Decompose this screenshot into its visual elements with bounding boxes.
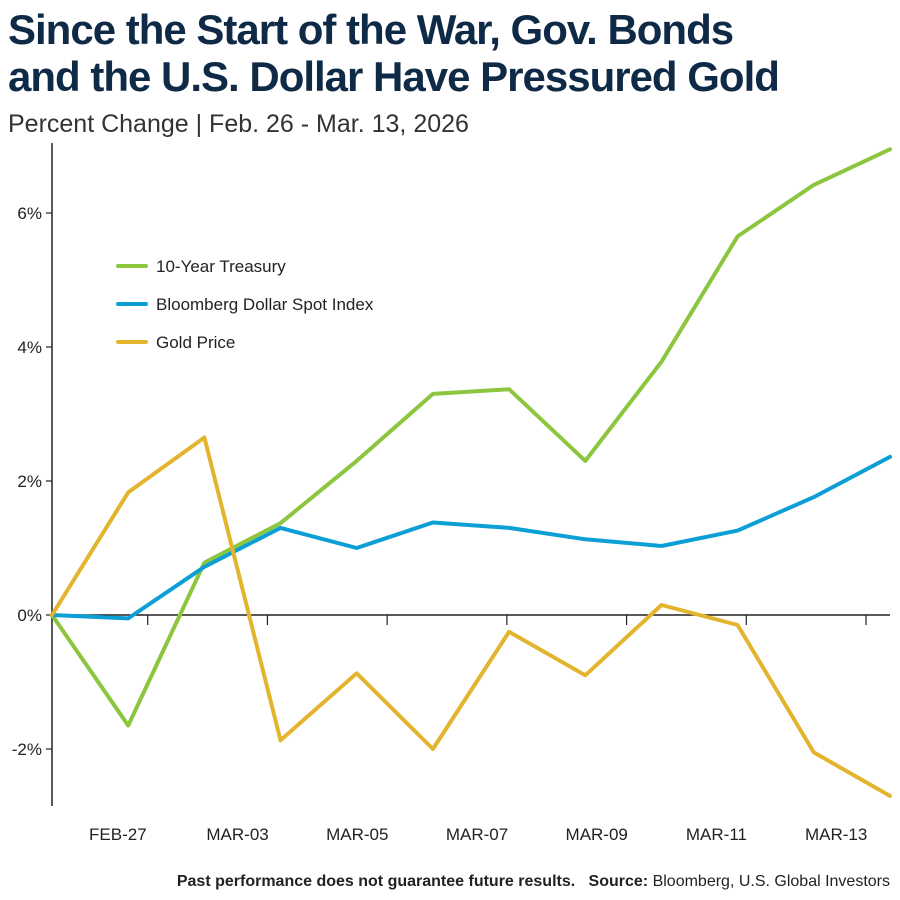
y-tick-label: 4% xyxy=(17,338,42,357)
chart-legend: 10-Year Treasury Bloomberg Dollar Spot In… xyxy=(116,257,374,352)
y-tick-label: -2% xyxy=(12,740,42,759)
x-tick-label: MAR-13 xyxy=(805,825,867,844)
chart-title: Since the Start of the War, Gov. Bonds a… xyxy=(8,6,898,100)
series-line-gold-price xyxy=(50,435,892,798)
y-tick-label: 2% xyxy=(17,472,42,491)
chart-subtitle: Percent Change | Feb. 26 - Mar. 13, 2026 xyxy=(8,110,469,138)
chart-title-line-1: Since the Start of the War, Gov. Bonds xyxy=(8,6,734,53)
legend-label: Bloomberg Dollar Spot Index xyxy=(156,295,374,314)
x-tick-label: MAR-03 xyxy=(206,825,268,844)
series-line-10-year-treasury xyxy=(50,147,892,728)
legend-label: 10-Year Treasury xyxy=(156,257,286,276)
x-tick-label: MAR-11 xyxy=(686,825,747,844)
chart-series xyxy=(50,147,892,798)
x-tick-label: FEB-27 xyxy=(89,825,147,844)
x-tick-label: MAR-05 xyxy=(326,825,388,844)
chart-axes: -2% 0% 2% 4% 6% FEB-27 MAR-03 MAR-05 MAR-07 MAR-0… xyxy=(12,143,890,844)
disclaimer-text: Past performance does not guarantee futu… xyxy=(176,873,576,890)
source-label: Source: xyxy=(588,873,649,890)
source-text: Bloomberg, U.S. Global Investors xyxy=(652,873,890,890)
y-tick-label: 0% xyxy=(17,606,42,625)
legend-label: Gold Price xyxy=(156,333,235,352)
series-line-bloomberg-dollar-spot-index xyxy=(50,454,892,621)
chart-footer: Past performance does not guarantee futu… xyxy=(177,873,890,891)
chart-title-line-2: and the U.S. Dollar Have Pressured Gold xyxy=(8,53,780,100)
x-tick-label: MAR-07 xyxy=(446,825,508,844)
y-tick-label: 6% xyxy=(17,204,42,223)
x-tick-label: MAR-09 xyxy=(566,825,628,844)
